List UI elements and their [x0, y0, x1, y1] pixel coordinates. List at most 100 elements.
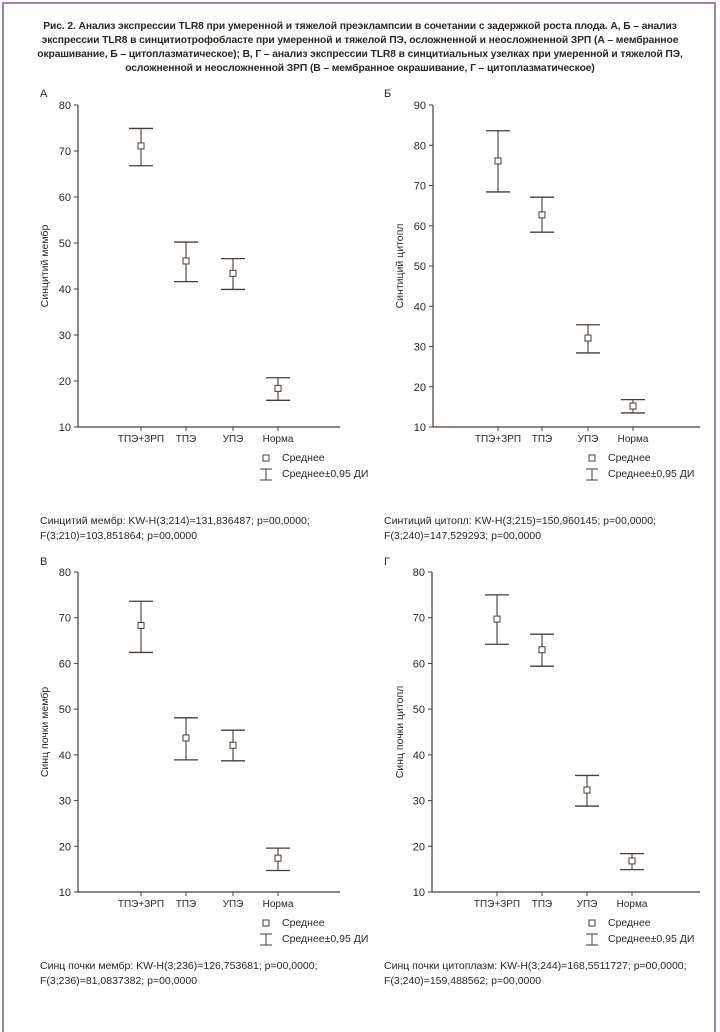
legend-ci-label: Среднее±0,95 ДИ	[608, 468, 694, 480]
y-tick-label: 10	[414, 422, 426, 434]
y-tick-label: 10	[59, 887, 71, 899]
y-tick-label: 80	[59, 567, 71, 579]
y-tick-label: 60	[413, 658, 425, 670]
y-tick-label: 10	[59, 422, 71, 434]
legend-mean-label: Среднее	[608, 452, 651, 464]
stats-panel-a: Синцитий мембр: KW-H(3;214)=131,836487; …	[40, 514, 310, 544]
y-axis-label: Синц почки мембр	[39, 687, 51, 777]
stats-panel-v: Синц почки мембр: KW-H(3;236)=126,753681…	[40, 959, 318, 989]
y-tick-label: 90	[414, 100, 426, 112]
legend-mean-marker	[588, 919, 596, 927]
x-tick-label: ТПЭ+ЗРП	[118, 434, 164, 445]
mean-point	[584, 334, 592, 342]
y-tick-label: 50	[414, 261, 426, 273]
y-tick-label: 50	[59, 238, 71, 250]
legend-mean-marker	[262, 454, 270, 462]
x-tick-label: УПЭ	[223, 899, 244, 910]
figure-caption: Рис. 2. Анализ экспрессии TLR8 при умере…	[37, 21, 683, 74]
mean-point	[274, 854, 282, 862]
y-tick-label: 30	[414, 342, 426, 354]
x-tick-label: Норма	[263, 434, 294, 445]
mean-point	[583, 786, 591, 794]
y-tick-label: 80	[414, 140, 426, 152]
legend-mean-label: Среднее	[282, 917, 325, 929]
mean-point	[229, 741, 237, 749]
x-tick-label: ТПЭ+ЗРП	[474, 899, 520, 910]
panel-letter: Б	[384, 88, 391, 100]
legend-mean-marker	[262, 919, 270, 927]
x-tick-label: Норма	[618, 434, 649, 445]
y-tick-label: 20	[59, 376, 71, 388]
y-tick-label: 50	[59, 704, 71, 716]
mean-point	[628, 857, 636, 865]
y-tick-label: 50	[413, 704, 425, 716]
y-tick-label: 20	[414, 382, 426, 394]
x-tick-label: ТПЭ	[532, 899, 552, 910]
legend-ci-label: Среднее±0,95 ДИ	[282, 468, 368, 480]
y-tick-label: 10	[413, 887, 425, 899]
mean-point	[538, 211, 546, 219]
y-tick-label: 20	[59, 841, 71, 853]
x-tick-label: УПЭ	[223, 434, 244, 445]
stats-line: F(3;240)=147,529293; p=00,0000	[384, 530, 542, 542]
mean-point	[493, 615, 501, 623]
x-tick-label: ТПЭ+ЗРП	[118, 899, 164, 910]
legend-mean-marker	[588, 454, 596, 462]
mean-point	[182, 257, 190, 265]
x-tick-label: ТПЭ+ЗРП	[475, 434, 521, 445]
x-tick-label: УПЭ	[577, 899, 598, 910]
y-tick-label: 80	[413, 567, 425, 579]
y-tick-label: 70	[59, 613, 71, 625]
mean-point	[182, 734, 190, 742]
mean-point	[538, 646, 546, 654]
stats-line: F(3;236)=81,0837382; p=00,0000	[40, 975, 198, 987]
y-axis-label: Синцитий мембр	[39, 225, 51, 308]
stats-line: F(3;240)=159,488562; p=00,0000	[384, 975, 542, 987]
y-tick-label: 40	[59, 750, 71, 762]
panel-letter: В	[40, 556, 47, 568]
panel-letter: Г	[384, 556, 390, 568]
x-tick-label: ТПЭ	[532, 434, 552, 445]
x-tick-label: Норма	[617, 899, 648, 910]
y-tick-label: 70	[413, 613, 425, 625]
stats-line: Синц почки цитоплазм: KW-H(3;244)=168,55…	[384, 960, 687, 972]
mean-point	[494, 157, 502, 165]
y-tick-label: 20	[413, 841, 425, 853]
stats-line: F(3;210)=103,851864; p=00,0000	[40, 530, 198, 542]
y-tick-label: 30	[59, 330, 71, 342]
y-tick-label: 70	[59, 146, 71, 158]
mean-point	[229, 269, 237, 277]
y-axis-label: Синц почки цитопл	[394, 686, 406, 779]
legend-mean-label: Среднее	[282, 452, 325, 464]
y-tick-label: 60	[59, 192, 71, 204]
y-tick-label: 70	[414, 181, 426, 193]
y-tick-label: 60	[414, 221, 426, 233]
y-axis-label: Синтиций цитопл	[394, 224, 406, 309]
stats-panel-g: Синц почки цитоплазм: KW-H(3;244)=168,55…	[384, 959, 687, 989]
y-tick-label: 40	[414, 301, 426, 313]
stats-line: Синцитий мембр: KW-H(3;214)=131,836487; …	[40, 515, 310, 527]
stats-line: Синтиций цитопл: KW-H(3;215)=150,960145;…	[384, 515, 656, 527]
x-tick-label: ТПЭ	[176, 434, 196, 445]
x-tick-label: ТПЭ	[176, 899, 196, 910]
legend-mean-label: Среднее	[608, 917, 651, 929]
y-tick-label: 30	[59, 796, 71, 808]
panel-letter: А	[40, 88, 48, 100]
mean-point	[137, 621, 145, 629]
mean-point	[629, 402, 637, 410]
y-tick-label: 40	[413, 750, 425, 762]
legend-ci-label: Среднее±0,95 ДИ	[608, 933, 694, 945]
y-tick-label: 40	[59, 284, 71, 296]
mean-point	[137, 142, 145, 150]
stats-panel-b: Синтиций цитопл: KW-H(3;215)=150,960145;…	[384, 514, 656, 544]
legend-ci-label: Среднее±0,95 ДИ	[282, 933, 368, 945]
y-tick-label: 30	[413, 796, 425, 808]
y-tick-label: 80	[59, 100, 71, 112]
x-tick-label: УПЭ	[578, 434, 599, 445]
mean-point	[274, 384, 282, 392]
y-tick-label: 60	[59, 658, 71, 670]
stats-line: Синц почки мембр: KW-H(3;236)=126,753681…	[40, 960, 318, 972]
x-tick-label: Норма	[263, 899, 294, 910]
